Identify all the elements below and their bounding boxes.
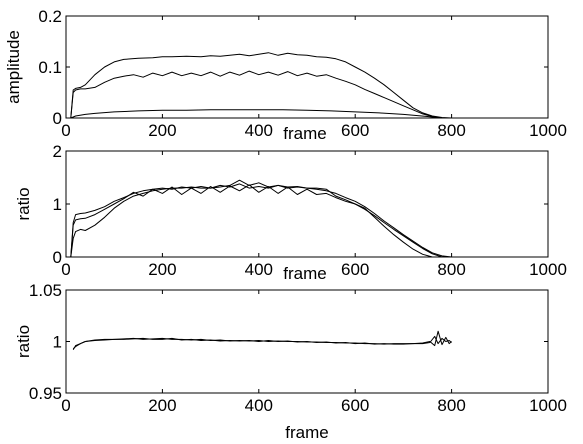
plot-area-frame xyxy=(65,15,549,119)
x-tick-label: 400 xyxy=(245,396,273,415)
y-tick-label: 1 xyxy=(53,333,62,352)
plot-area-frame xyxy=(65,150,549,258)
x-tick-label: 200 xyxy=(148,121,176,140)
x-tick-label: 400 xyxy=(245,121,273,140)
series-line-3 xyxy=(70,179,433,258)
x-tick-label: 600 xyxy=(341,396,369,415)
series-line-3 xyxy=(70,109,443,119)
y-tick-label: 0 xyxy=(53,109,62,128)
y-axis-label: ratio xyxy=(14,325,33,358)
x-tick-label: 600 xyxy=(341,121,369,140)
series-line-1 xyxy=(70,52,452,119)
y-tick-label: 0 xyxy=(53,248,62,267)
x-tick-label: 0 xyxy=(61,396,70,415)
x-tick-label: 800 xyxy=(437,260,465,279)
y-tick-label: 2 xyxy=(53,142,62,161)
series-line-2 xyxy=(72,330,452,350)
series-line-2 xyxy=(70,184,443,258)
series-line-2 xyxy=(70,70,443,119)
x-tick-label: 0 xyxy=(61,260,70,279)
y-tick-label: 1 xyxy=(53,195,62,214)
x-tick-label: 800 xyxy=(437,396,465,415)
ratio-panel-upper: 0 200 400 600 800 1000 0 1 2 frame ratio xyxy=(14,142,567,283)
x-tick-label: 600 xyxy=(341,260,369,279)
y-tick-label: 0.95 xyxy=(29,384,62,403)
y-tick-label: 0.2 xyxy=(38,7,62,26)
x-axis-label: frame xyxy=(283,264,326,283)
x-axis-label: frame xyxy=(283,124,326,143)
y-axis-label: amplitude xyxy=(4,30,23,104)
y-tick-label: 0.1 xyxy=(38,58,62,77)
x-tick-label: 200 xyxy=(148,396,176,415)
x-tick-label: 1000 xyxy=(529,260,567,279)
x-axis-label: frame xyxy=(285,423,328,442)
series-line-1 xyxy=(70,183,452,258)
amplitude-panel: 0 200 400 600 800 1000 0 0.1 0.2 frame amplitude xyxy=(4,7,567,143)
x-tick-label: 1000 xyxy=(529,121,567,140)
x-tick-label: 1000 xyxy=(529,396,567,415)
x-tick-label: 0 xyxy=(61,121,70,140)
x-tick-label: 200 xyxy=(148,260,176,279)
x-tick-label: 400 xyxy=(245,260,273,279)
y-axis-label: ratio xyxy=(14,187,33,220)
ratio-panel-lower: 0 200 400 600 800 1000 0.95 1 1.05 frame ratio xyxy=(14,281,567,442)
x-tick-label: 800 xyxy=(437,121,465,140)
y-tick-label: 1.05 xyxy=(29,281,62,300)
